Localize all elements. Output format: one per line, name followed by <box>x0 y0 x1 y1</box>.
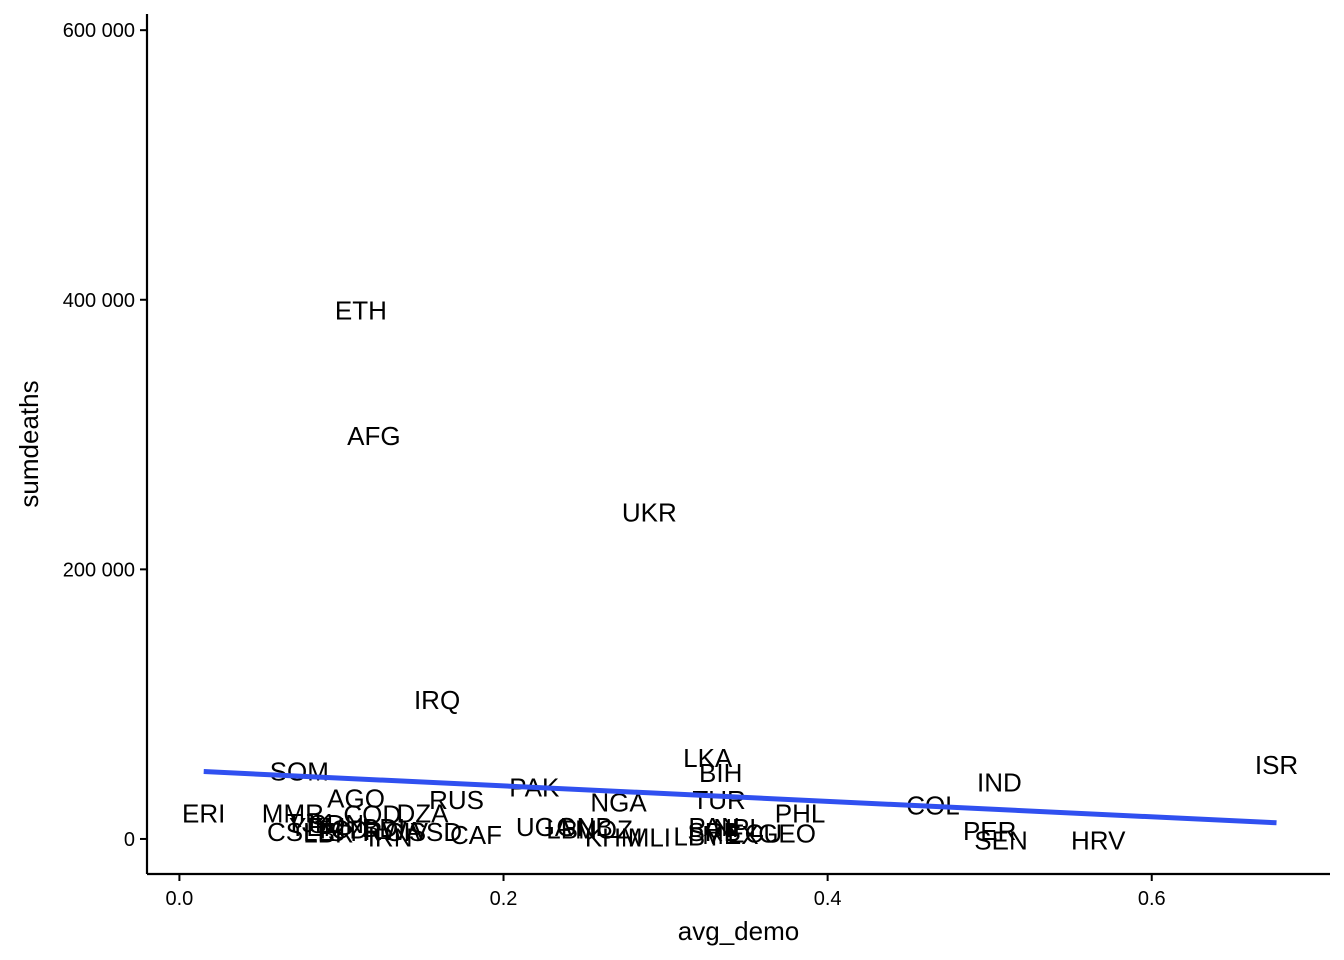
point-label-syr: SYR <box>328 817 381 847</box>
point-label-yem: YEM <box>289 812 345 842</box>
point-label-hrv: HRV <box>1071 825 1126 855</box>
point-label-gnb: GNB <box>556 812 612 842</box>
point-label-dza: DZA <box>396 798 449 828</box>
point-label-irq: IRQ <box>414 685 460 715</box>
point-label-csle: CSLE <box>267 817 335 847</box>
x-tick-label: 0.2 <box>490 888 518 910</box>
y-tick-label: 400 000 <box>63 290 135 312</box>
point-label-isr: ISR <box>1255 750 1298 780</box>
point-label-ind: IND <box>977 767 1022 797</box>
point-label-eth: ETH <box>335 296 387 326</box>
point-label-eri: ERI <box>182 798 225 828</box>
point-label-lka: LKA <box>683 743 733 773</box>
point-label-khm: KHM <box>585 823 643 853</box>
x-tick-label: 0.0 <box>166 888 194 910</box>
point-label-npl: NPL <box>713 813 764 843</box>
point-label-bdi: BDI <box>362 813 405 843</box>
point-label-tjk: TJK <box>286 808 333 838</box>
y-axis-title: sumdeaths <box>14 380 44 507</box>
point-label-ukr: UKR <box>622 498 677 528</box>
point-label-mex: MEX <box>702 820 758 850</box>
point-label-uga: UGA <box>516 812 573 842</box>
point-label-mli: MLI <box>628 823 671 853</box>
x-axis-ticks: 0.0 0.2 0.4 0.6 <box>166 874 1166 910</box>
point-label-civ: CIV <box>385 817 429 847</box>
point-label-rus: RUS <box>429 785 484 815</box>
point-label-phl: PHL <box>775 798 826 828</box>
point-label-bih: BIH <box>699 758 742 788</box>
point-label-lby: LBY <box>673 821 722 851</box>
point-label-mmr: MMR <box>262 798 324 828</box>
point-label-moz: MOZ <box>575 815 633 845</box>
point-label-geo: GEO <box>758 819 816 849</box>
point-label-per: PER <box>963 816 1016 846</box>
point-label-cod: COD <box>343 800 401 830</box>
y-tick-label: 600 000 <box>63 20 135 42</box>
point-label-lbn: LBN <box>546 815 597 845</box>
point-label-afg: AFG <box>347 421 400 451</box>
point-label-ssd: SSD <box>409 817 462 847</box>
point-label-sen: SEN <box>974 825 1027 855</box>
y-tick-label: 0 <box>124 829 135 851</box>
point-label-rwa: RWA <box>364 816 424 846</box>
point-label-srb: SRB <box>687 817 740 847</box>
x-tick-label: 0.4 <box>814 888 842 910</box>
y-axis-ticks: 0 200 000 400 000 600 000 <box>63 20 147 851</box>
x-axis-title: avg_demo <box>678 916 799 946</box>
x-tick-label: 0.6 <box>1138 888 1166 910</box>
point-label-sdn: SDN <box>309 809 364 839</box>
point-label-lbr: LBR <box>303 819 354 849</box>
y-tick-label: 200 000 <box>63 559 135 581</box>
trend-line <box>203 769 1277 826</box>
point-label-som: SOM <box>270 757 329 787</box>
point-label-ago: AGO <box>327 784 385 814</box>
point-label-tcd: TCD <box>315 815 368 845</box>
point-label-irn: IRN <box>368 823 413 853</box>
point-label-ecu: ECU <box>727 819 782 849</box>
point-label-pan: PAN <box>688 812 740 842</box>
point-label-tur: TUR <box>692 785 745 815</box>
point-label-caf: CAF <box>450 820 502 850</box>
